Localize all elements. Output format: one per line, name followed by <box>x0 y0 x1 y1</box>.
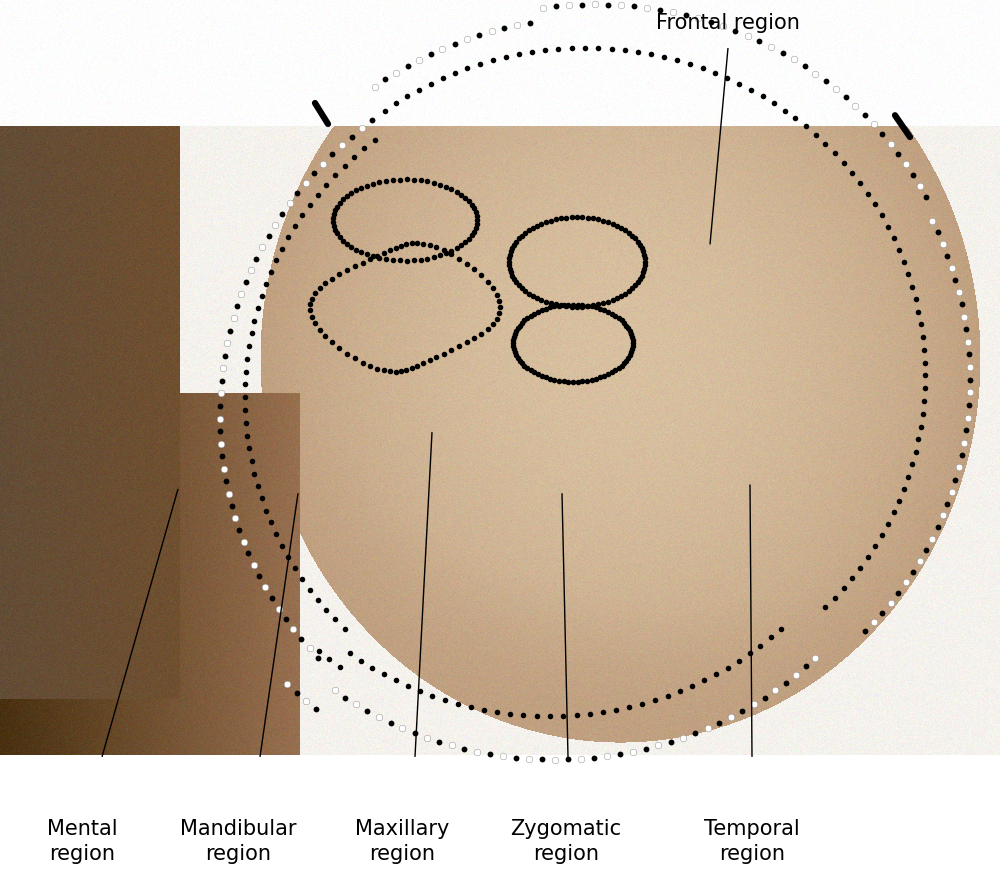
FancyBboxPatch shape <box>0 755 1000 873</box>
Text: Mental
region: Mental region <box>47 820 117 864</box>
Text: Maxillary
region: Maxillary region <box>355 820 449 864</box>
Text: Frontal region: Frontal region <box>656 13 800 33</box>
Text: Mandibular
region: Mandibular region <box>180 820 296 864</box>
Text: Temporal
region: Temporal region <box>704 820 800 864</box>
Text: Zygomatic
region: Zygomatic region <box>510 820 622 864</box>
